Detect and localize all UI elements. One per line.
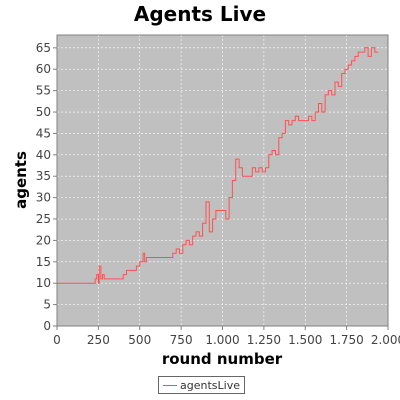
y-tick-label: 30 — [36, 191, 51, 205]
x-tick-label: 250 — [87, 333, 110, 347]
x-tick-label: 1.750 — [329, 333, 363, 347]
y-tick-label: 50 — [36, 105, 51, 119]
chart-title: Agents Live — [133, 2, 267, 26]
series-line-agentslive — [57, 47, 379, 284]
legend-label: agentsLive — [180, 378, 240, 392]
legend: agentsLive — [158, 376, 245, 394]
x-tick-label: 500 — [128, 333, 151, 347]
x-axis-title: round number — [162, 350, 283, 368]
legend-swatch — [163, 384, 177, 386]
y-tick-label: 65 — [36, 41, 51, 55]
y-tick-label: 20 — [36, 233, 51, 247]
y-tick-label: 60 — [36, 62, 51, 76]
x-axis-ticks: 0 250 500 750 1.000 1.250 1.500 1.750 2.000 — [53, 326, 400, 347]
y-tick-label: 35 — [36, 169, 51, 183]
y-axis-title: agents — [12, 151, 30, 209]
y-tick-label: 25 — [36, 212, 51, 226]
plot-border — [56, 34, 389, 327]
y-tick-label: 15 — [36, 255, 51, 269]
y-tick-label: 45 — [36, 126, 51, 140]
x-tick-label: 750 — [170, 333, 193, 347]
y-tick-label: 40 — [36, 148, 51, 162]
x-tick-label: 1.250 — [247, 333, 281, 347]
y-tick-label: 55 — [36, 84, 51, 98]
x-tick-label: 0 — [53, 333, 61, 347]
x-tick-label: 1.500 — [288, 333, 322, 347]
y-tick-label: 5 — [43, 298, 51, 312]
x-tick-label: 1.000 — [205, 333, 239, 347]
y-axis-ticks: 0 5 10 15 20 25 30 35 40 45 50 55 60 65 — [36, 41, 57, 333]
y-tick-label: 0 — [43, 319, 51, 333]
x-tick-label: 2.000 — [371, 333, 400, 347]
y-tick-label: 10 — [36, 276, 51, 290]
